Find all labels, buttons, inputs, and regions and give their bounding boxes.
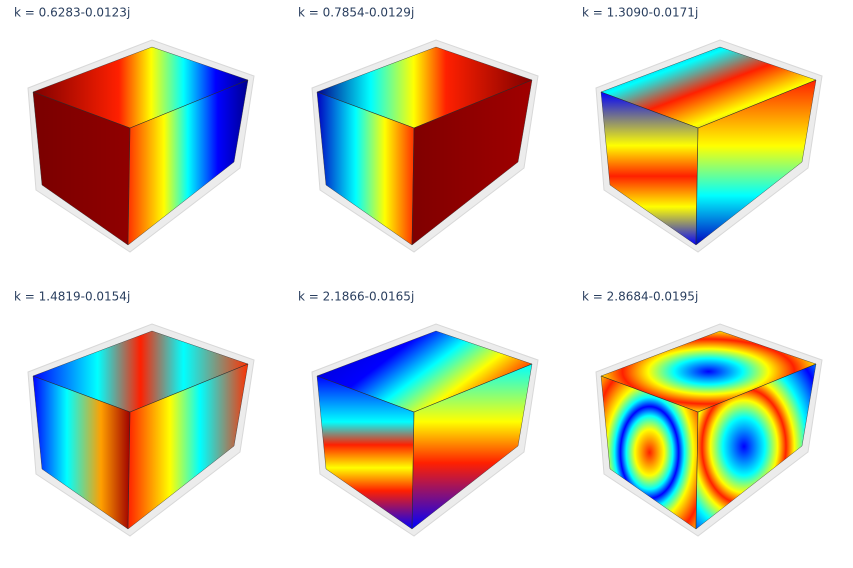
panel-title: k = 1.4819-0.0154j [14, 290, 130, 304]
panel-title: k = 1.3090-0.0171j [582, 6, 698, 20]
panel-title: k = 0.6283-0.0123j [14, 6, 130, 20]
box-edge [127, 127, 131, 246]
box-edge [695, 127, 699, 246]
panel-title: k = 0.7854-0.0129j [298, 6, 414, 20]
box-edge [127, 411, 131, 530]
panel-title: k = 2.8684-0.0195j [582, 290, 698, 304]
box-edge [695, 411, 699, 530]
box-edge [411, 127, 415, 246]
box-edge [411, 411, 415, 530]
panel-title: k = 2.1866-0.0165j [298, 290, 414, 304]
